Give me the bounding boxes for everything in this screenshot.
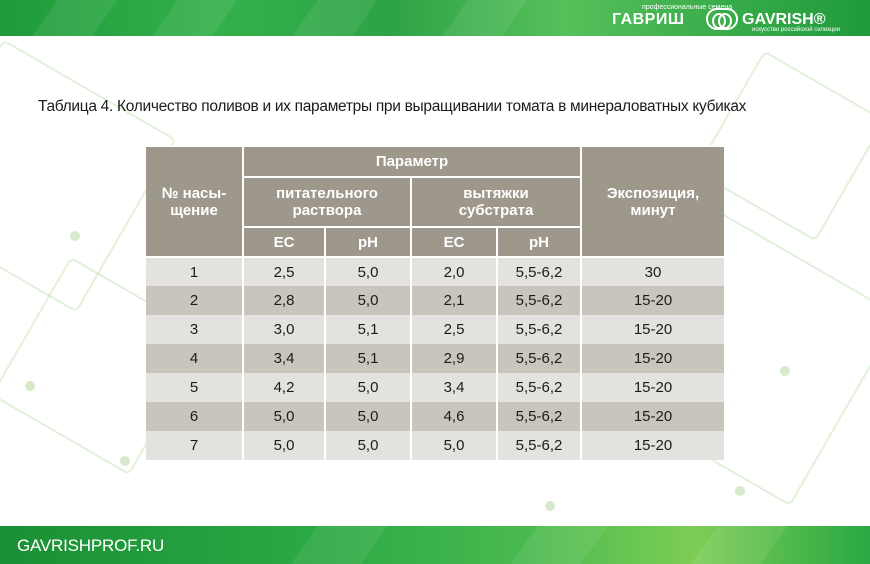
cell-number: 2: [146, 286, 244, 315]
header-exposure: Экспозиция, минут: [580, 145, 725, 258]
cell-ph-nutrient: 5,0: [324, 257, 412, 286]
cell-ec-extract: 2,0: [410, 257, 498, 286]
cell-exposure: 15-20: [580, 431, 725, 460]
cell-number: 3: [146, 315, 244, 344]
header-number: № насы- щение: [146, 145, 244, 258]
cell-number: 7: [146, 431, 244, 460]
cell-ph-nutrient: 5,1: [324, 315, 412, 344]
cell-number: 4: [146, 344, 244, 373]
cell-ec-extract: 3,4: [410, 373, 498, 402]
table-row: 4 3,4 5,1 2,9 5,5-6,2 15-20: [146, 344, 725, 373]
table-row: 7 5,0 5,0 5,0 5,5-6,2 15-20: [146, 431, 725, 460]
header-ec-extract: ЕС: [410, 226, 498, 258]
logo-mark-icon: [706, 8, 738, 30]
cell-ec-nutrient: 4,2: [242, 373, 326, 402]
header-nutrient-solution: питательного раствора: [243, 176, 412, 228]
footer-website-link[interactable]: GAVRISHPROF.RU: [17, 536, 165, 555]
background-decoration: [0, 36, 870, 526]
gavrish-logo[interactable]: профессиональные семена ГАВРИШ GAVRISH® …: [612, 2, 852, 34]
logo-tagline-bottom: искусство российской селекции: [752, 27, 841, 33]
cell-ec-nutrient: 2,8: [242, 286, 326, 315]
cell-number: 6: [146, 402, 244, 431]
cell-ph-nutrient: 5,0: [324, 431, 412, 460]
bottom-banner: [0, 526, 870, 564]
table-row: 3 3,0 5,1 2,5 5,5-6,2 15-20: [146, 315, 725, 344]
cell-ph-extract: 5,5-6,2: [495, 315, 583, 344]
cell-ph-extract: 5,5-6,2: [495, 344, 583, 373]
table-row: 5 4,2 5,0 3,4 5,5-6,2 15-20: [146, 373, 725, 402]
header-ph-extract: рН: [495, 226, 582, 258]
cell-ec-nutrient: 5,0: [242, 431, 326, 460]
logo-tagline-top: профессиональные семена: [642, 4, 733, 11]
cell-ec-extract: 4,6: [410, 402, 498, 431]
cell-number: 5: [146, 373, 244, 402]
cell-number: 1: [146, 257, 244, 286]
cell-ec-nutrient: 3,4: [242, 344, 326, 373]
page-title: Таблица 4. Количество поливов и их парам…: [38, 98, 747, 115]
cell-ec-nutrient: 3,0: [242, 315, 326, 344]
logo-brand-en: GAVRISH®: [742, 11, 826, 28]
cell-ph-extract: 5,5-6,2: [495, 286, 583, 315]
cell-ph-nutrient: 5,0: [324, 402, 412, 431]
cell-ph-extract: 5,5-6,2: [495, 402, 583, 431]
cell-exposure: 15-20: [580, 402, 725, 431]
header-ec-nutrient: ЕС: [243, 226, 326, 258]
cell-ec-extract: 5,0: [410, 431, 498, 460]
cell-exposure: 30: [580, 257, 725, 286]
cell-exposure: 15-20: [580, 344, 725, 373]
cell-ec-nutrient: 2,5: [242, 257, 326, 286]
table-row: 2 2,8 5,0 2,1 5,5-6,2 15-20: [146, 286, 725, 315]
header-substrate-extract: вытяжки субстрата: [409, 176, 582, 228]
cell-ph-extract: 5,5-6,2: [495, 373, 583, 402]
watering-parameters-table: № насы- щение Параметр Экспозиция, минут…: [146, 145, 725, 460]
table-row: 1 2,5 5,0 2,0 5,5-6,2 30: [146, 257, 725, 286]
cell-ph-nutrient: 5,1: [324, 344, 412, 373]
cell-exposure: 15-20: [580, 315, 725, 344]
cell-ec-extract: 2,9: [410, 344, 498, 373]
cell-ph-nutrient: 5,0: [324, 286, 412, 315]
cell-exposure: 15-20: [580, 373, 725, 402]
cell-ec-extract: 2,1: [410, 286, 498, 315]
cell-ec-extract: 2,5: [410, 315, 498, 344]
cell-exposure: 15-20: [580, 286, 725, 315]
cell-ph-nutrient: 5,0: [324, 373, 412, 402]
cell-ph-extract: 5,5-6,2: [495, 431, 583, 460]
header-ph-nutrient: рН: [324, 226, 412, 258]
logo-brand-ru: ГАВРИШ: [612, 11, 685, 28]
cell-ph-extract: 5,5-6,2: [495, 257, 583, 286]
table-row: 6 5,0 5,0 4,6 5,5-6,2 15-20: [146, 402, 725, 431]
header-parameter: Параметр: [241, 145, 583, 178]
cell-ec-nutrient: 5,0: [242, 402, 326, 431]
